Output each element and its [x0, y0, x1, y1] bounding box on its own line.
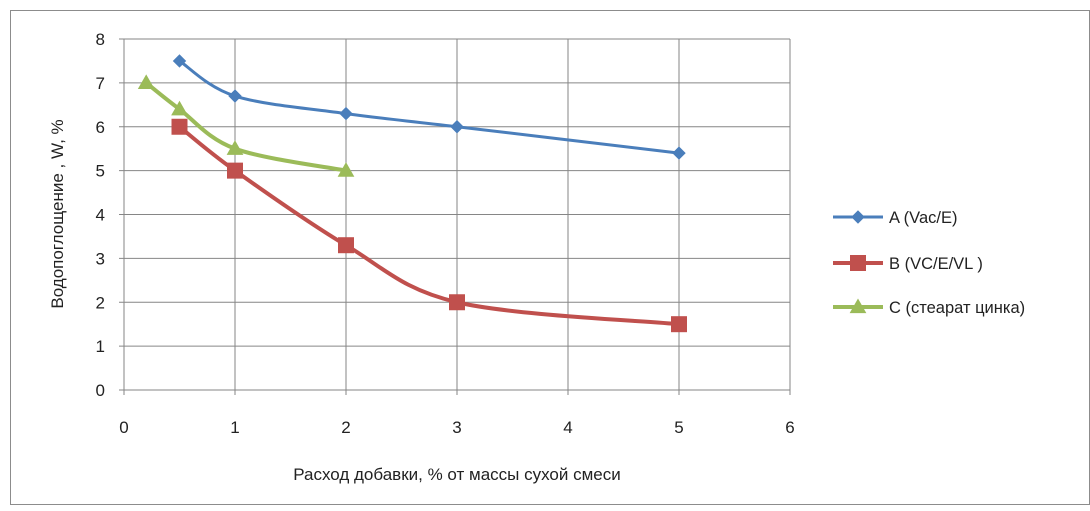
y-tick-label: 7: [96, 74, 105, 93]
series-2: [137, 74, 355, 177]
legend-marker: [849, 298, 867, 314]
axis-layer: 0 1 2 3 4 5 6 0 1 2 3 4 5 6 7 8: [96, 30, 795, 437]
data-point-diamond: [672, 146, 686, 160]
data-point-triangle: [171, 100, 188, 116]
data-point-diamond: [339, 106, 353, 121]
x-tick-label: 0: [119, 418, 128, 437]
y-axis-title: Водопоглощение , W, %: [48, 119, 67, 308]
data-point-diamond: [172, 54, 187, 68]
legend-item: C (стеарат цинка): [833, 298, 1025, 317]
legend-label: B (VC/E/VL ): [889, 255, 983, 273]
data-point-square: [171, 118, 188, 135]
y-tick-label: 4: [96, 206, 105, 225]
legend-label: C (стеарат цинка): [889, 299, 1025, 317]
series-layer: [137, 54, 687, 333]
legend-marker: [850, 255, 866, 271]
y-tick-label: 0: [96, 381, 105, 400]
y-tick-label: 1: [96, 337, 105, 356]
x-tick-label: 2: [341, 418, 350, 437]
y-tick-label: 6: [96, 118, 105, 137]
data-point-triangle: [137, 74, 155, 89]
x-tick-label: 4: [563, 418, 572, 437]
data-point-diamond: [228, 89, 242, 103]
legend-item: A (Vac/E): [833, 209, 957, 227]
x-tick-label: 6: [785, 418, 794, 437]
data-point-diamond: [450, 120, 464, 134]
data-point-square: [671, 316, 687, 333]
chart-border: [10, 10, 1090, 505]
x-tick-label: 3: [452, 418, 461, 437]
data-point-triangle: [226, 140, 244, 155]
series-line: [144, 81, 347, 173]
legend-layer: A (Vac/E) B (VC/E/VL ) C (стеарат цинка): [833, 209, 1025, 317]
x-axis-title: Расход добавки, % от массы сухой смеси: [293, 465, 620, 484]
x-tick-label: 5: [674, 418, 683, 437]
legend-item: B (VC/E/VL ): [833, 255, 983, 273]
data-point-square: [449, 294, 465, 311]
y-tick-label: 2: [96, 293, 105, 312]
data-point-square: [227, 162, 243, 179]
series-line: [178, 59, 680, 155]
data-point-square: [338, 237, 354, 254]
y-tick-label: 8: [96, 30, 105, 49]
series-0: [172, 54, 686, 160]
legend-label: A (Vac/E): [889, 209, 957, 227]
grid-layer: [124, 38, 791, 390]
series-1: [171, 118, 687, 333]
data-point-triangle: [337, 162, 355, 177]
y-tick-label: 5: [96, 162, 105, 181]
x-tick-label: 1: [230, 418, 239, 437]
legend-marker: [851, 210, 865, 224]
y-tick-label: 3: [96, 249, 105, 268]
